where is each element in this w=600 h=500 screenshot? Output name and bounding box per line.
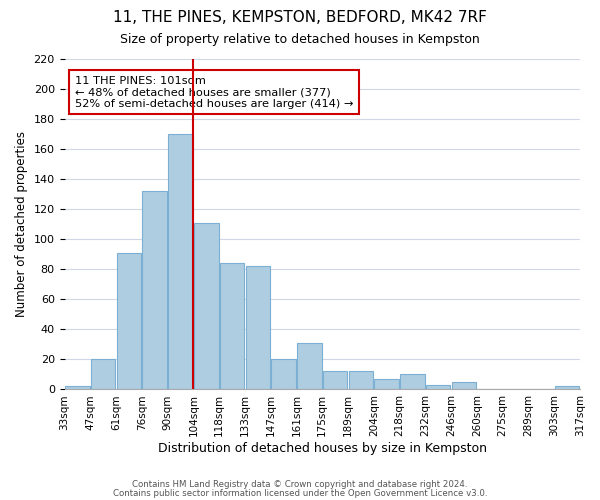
Text: 11, THE PINES, KEMPSTON, BEDFORD, MK42 7RF: 11, THE PINES, KEMPSTON, BEDFORD, MK42 7… [113,10,487,25]
Bar [245,266,270,390]
Bar [142,191,167,390]
Bar [168,134,193,390]
Text: 11 THE PINES: 101sqm
← 48% of detached houses are smaller (377)
52% of semi-deta: 11 THE PINES: 101sqm ← 48% of detached h… [75,76,353,108]
Bar [426,385,451,390]
Bar [400,374,425,390]
Bar [452,382,476,390]
Bar [91,360,115,390]
Bar [117,253,141,390]
Bar [555,386,580,390]
Bar [194,222,218,390]
Bar [65,386,89,390]
Bar [323,372,347,390]
Bar [349,372,373,390]
Bar [220,264,244,390]
Y-axis label: Number of detached properties: Number of detached properties [15,131,28,317]
Text: Size of property relative to detached houses in Kempston: Size of property relative to detached ho… [120,32,480,46]
Bar [271,360,296,390]
Text: Contains HM Land Registry data © Crown copyright and database right 2024.: Contains HM Land Registry data © Crown c… [132,480,468,489]
X-axis label: Distribution of detached houses by size in Kempston: Distribution of detached houses by size … [158,442,487,455]
Bar [374,379,399,390]
Bar [297,343,322,390]
Text: Contains public sector information licensed under the Open Government Licence v3: Contains public sector information licen… [113,488,487,498]
